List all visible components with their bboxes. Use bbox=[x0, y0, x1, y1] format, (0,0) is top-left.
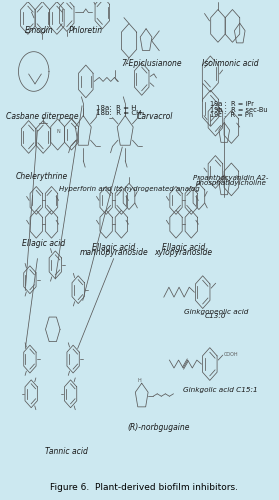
Text: N: N bbox=[57, 130, 60, 134]
Text: 18a:  R = H: 18a: R = H bbox=[96, 104, 136, 110]
Text: Phloretin: Phloretin bbox=[69, 26, 103, 36]
Text: 19c :  R = Ph: 19c : R = Ph bbox=[210, 112, 253, 118]
Text: C13:0: C13:0 bbox=[205, 314, 227, 320]
Text: (R)-norbgugaine: (R)-norbgugaine bbox=[128, 422, 190, 432]
Text: xylopyranoside: xylopyranoside bbox=[155, 248, 213, 257]
Text: Chelerythrine: Chelerythrine bbox=[16, 172, 68, 180]
Text: 19a :  R = iPr: 19a : R = iPr bbox=[210, 101, 254, 107]
Text: COOH: COOH bbox=[224, 352, 239, 356]
Text: Ellagic acid: Ellagic acid bbox=[92, 243, 135, 252]
Text: mannopyranoside: mannopyranoside bbox=[80, 248, 148, 257]
Text: H: H bbox=[138, 378, 141, 383]
Text: Ellagic acid: Ellagic acid bbox=[22, 239, 66, 248]
Text: Carvacrol: Carvacrol bbox=[136, 112, 173, 121]
Text: phosphatidylcholine: phosphatidylcholine bbox=[195, 180, 266, 186]
Text: Tannic acid: Tannic acid bbox=[45, 448, 87, 456]
Text: Ellagic acid: Ellagic acid bbox=[162, 243, 205, 252]
Text: Isolimonic acid: Isolimonic acid bbox=[202, 58, 259, 68]
Text: 19b :  R = sec-Bu: 19b : R = sec-Bu bbox=[210, 106, 268, 112]
Text: Ginkgolic acid C15:1: Ginkgolic acid C15:1 bbox=[183, 387, 258, 393]
Text: Figure 6.  Plant-derived biofilm inhibitors.: Figure 6. Plant-derived biofilm inhibito… bbox=[50, 483, 238, 492]
Text: 18b:  R = CH₃: 18b: R = CH₃ bbox=[96, 110, 144, 116]
Text: 7-Epiclusianone: 7-Epiclusianone bbox=[122, 59, 182, 68]
Text: Casbane diterpene: Casbane diterpene bbox=[6, 112, 78, 121]
Text: Hyperforin and its hydrogenated analog: Hyperforin and its hydrogenated analog bbox=[59, 186, 199, 192]
Text: Emodin: Emodin bbox=[25, 26, 53, 36]
Text: Proanthocyanidin A2-: Proanthocyanidin A2- bbox=[193, 175, 268, 181]
Text: Ginkgoneolic acid: Ginkgoneolic acid bbox=[184, 308, 248, 314]
